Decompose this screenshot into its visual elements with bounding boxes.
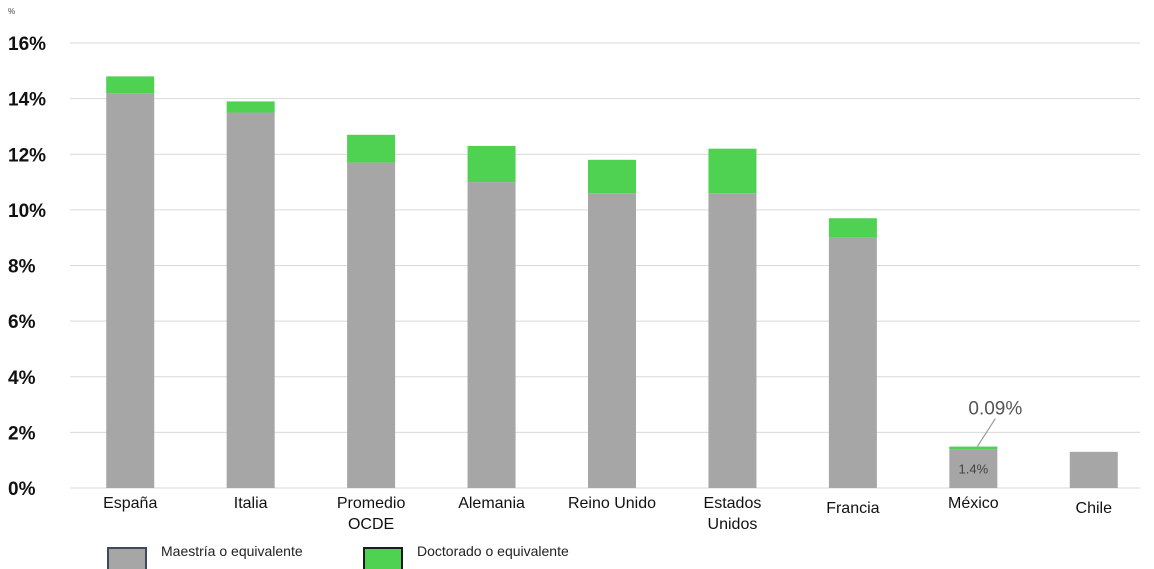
bar-maestria <box>226 112 275 488</box>
annotation-doctorado-mexico: 0.09% <box>968 399 1022 420</box>
legend-item-doctorate: Doctorado o equivalente <box>363 543 569 569</box>
bar-maestria <box>347 162 396 488</box>
x-tick-label-line: Promedio <box>337 495 406 512</box>
bar-maestria <box>708 193 757 488</box>
bar-doctorado <box>347 134 396 163</box>
annotation-leader-line <box>976 418 996 447</box>
bar-maestria <box>106 93 155 488</box>
bar-maestria <box>588 193 636 488</box>
bar-maestria <box>1069 451 1118 488</box>
x-tick-label: Reino Unido <box>568 495 656 512</box>
x-tick-label-line: Chile <box>1076 500 1113 517</box>
x-tick-label: México <box>948 495 999 512</box>
y-tick-label: 14% <box>8 90 46 111</box>
x-tick-label-line: Reino Unido <box>568 495 656 512</box>
y-tick-label: 8% <box>8 257 36 278</box>
legend: Maestría o equivalente Doctorado o equiv… <box>0 543 1154 569</box>
y-tick-label: 0% <box>8 479 36 500</box>
x-tick-label-line: Alemania <box>458 495 525 512</box>
annotation-maestria-mexico: 1.4% <box>959 462 989 477</box>
x-tick-label-line: Estados <box>704 495 762 512</box>
y-tick-label: 10% <box>8 201 46 222</box>
bar-doctorado <box>226 101 275 113</box>
bar-doctorado <box>467 145 516 183</box>
x-tick-label: Francia <box>826 500 879 517</box>
bar-doctorado <box>708 148 757 194</box>
x-tick-label-line: España <box>103 495 157 512</box>
y-tick-label: 4% <box>8 368 36 389</box>
bar-maestria <box>949 449 998 488</box>
x-tick-label: Estados Unidos <box>704 495 762 533</box>
x-tick-label: Italia <box>234 495 268 512</box>
legend-swatch-doctorate <box>363 547 403 569</box>
x-tick-label-line: México <box>948 495 999 512</box>
bar-doctorado <box>949 446 998 450</box>
x-tick-label: Chile <box>1076 500 1113 517</box>
bar-doctorado <box>106 76 155 94</box>
x-tick-label-line: Francia <box>826 500 879 517</box>
y-tick-label: 2% <box>8 423 36 444</box>
legend-item-master: Maestría o equivalente <box>107 543 303 569</box>
bar-maestria <box>828 237 877 488</box>
y-tick-label: 16% <box>8 34 46 55</box>
x-tick-label: Promedio OCDE <box>337 495 406 533</box>
x-tick-label-line: Italia <box>234 495 268 512</box>
bar-doctorado <box>828 218 877 238</box>
bar-maestria <box>467 182 516 488</box>
y-tick-label: 12% <box>8 145 46 166</box>
x-tick-label: Alemania <box>458 495 525 512</box>
x-tick-label: España <box>103 495 157 512</box>
legend-label-master: Maestría o equivalente <box>161 543 303 559</box>
bar-doctorado <box>588 159 636 194</box>
x-tick-label-line: OCDE <box>348 516 394 533</box>
y-axis-unit-label: % <box>8 7 16 16</box>
bar-chart: 0% 2% 4% 6% 8% 10% 12% 14% 16% España Italia Promed… <box>8 34 1140 533</box>
legend-swatch-master <box>107 547 147 569</box>
legend-label-doctorate: Doctorado o equivalente <box>417 543 569 559</box>
x-tick-label-line: Unidos <box>708 516 758 533</box>
y-tick-label: 6% <box>8 312 36 333</box>
